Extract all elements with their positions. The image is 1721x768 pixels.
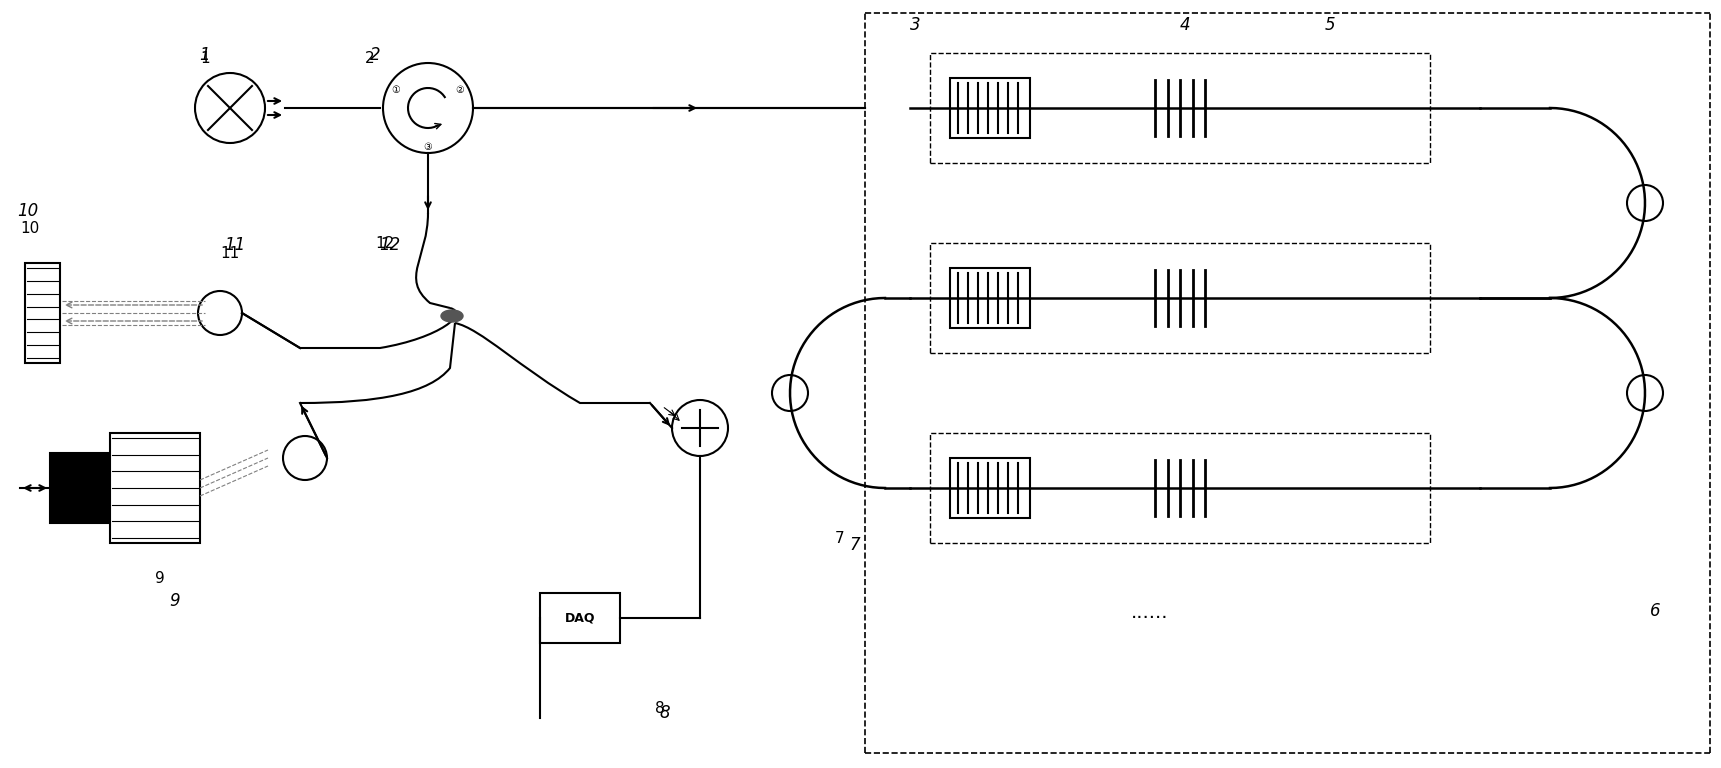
FancyBboxPatch shape: [950, 78, 1029, 138]
Text: 4: 4: [1179, 16, 1191, 34]
Text: 2: 2: [370, 46, 380, 64]
Text: ①: ①: [392, 85, 401, 95]
Text: 11: 11: [220, 246, 239, 261]
Text: 9: 9: [155, 571, 165, 586]
Text: 8: 8: [659, 704, 669, 722]
Text: ③: ③: [423, 142, 432, 152]
Text: 1: 1: [200, 46, 210, 64]
Text: 10: 10: [21, 221, 40, 236]
FancyBboxPatch shape: [929, 53, 1430, 163]
Text: 8: 8: [656, 701, 664, 716]
Text: 12: 12: [375, 236, 394, 251]
FancyBboxPatch shape: [540, 593, 620, 643]
Text: 5: 5: [1325, 16, 1335, 34]
Text: 9: 9: [170, 592, 181, 610]
Text: 1: 1: [200, 51, 210, 66]
FancyBboxPatch shape: [110, 433, 200, 543]
Text: 12: 12: [379, 236, 401, 254]
Text: 10: 10: [17, 202, 38, 220]
FancyBboxPatch shape: [929, 433, 1430, 543]
Text: 11: 11: [224, 236, 246, 254]
Text: DAQ: DAQ: [564, 611, 595, 624]
Text: 7: 7: [835, 531, 845, 546]
FancyBboxPatch shape: [929, 243, 1430, 353]
FancyBboxPatch shape: [950, 458, 1029, 518]
Text: ②: ②: [456, 85, 465, 95]
Text: 7: 7: [850, 536, 860, 554]
Ellipse shape: [441, 310, 463, 322]
Text: ......: ......: [1131, 603, 1169, 622]
Text: 6: 6: [1650, 602, 1661, 620]
FancyBboxPatch shape: [50, 453, 110, 523]
FancyBboxPatch shape: [26, 263, 60, 363]
Text: 3: 3: [910, 16, 921, 34]
Text: 2: 2: [365, 51, 375, 66]
FancyBboxPatch shape: [950, 268, 1029, 328]
